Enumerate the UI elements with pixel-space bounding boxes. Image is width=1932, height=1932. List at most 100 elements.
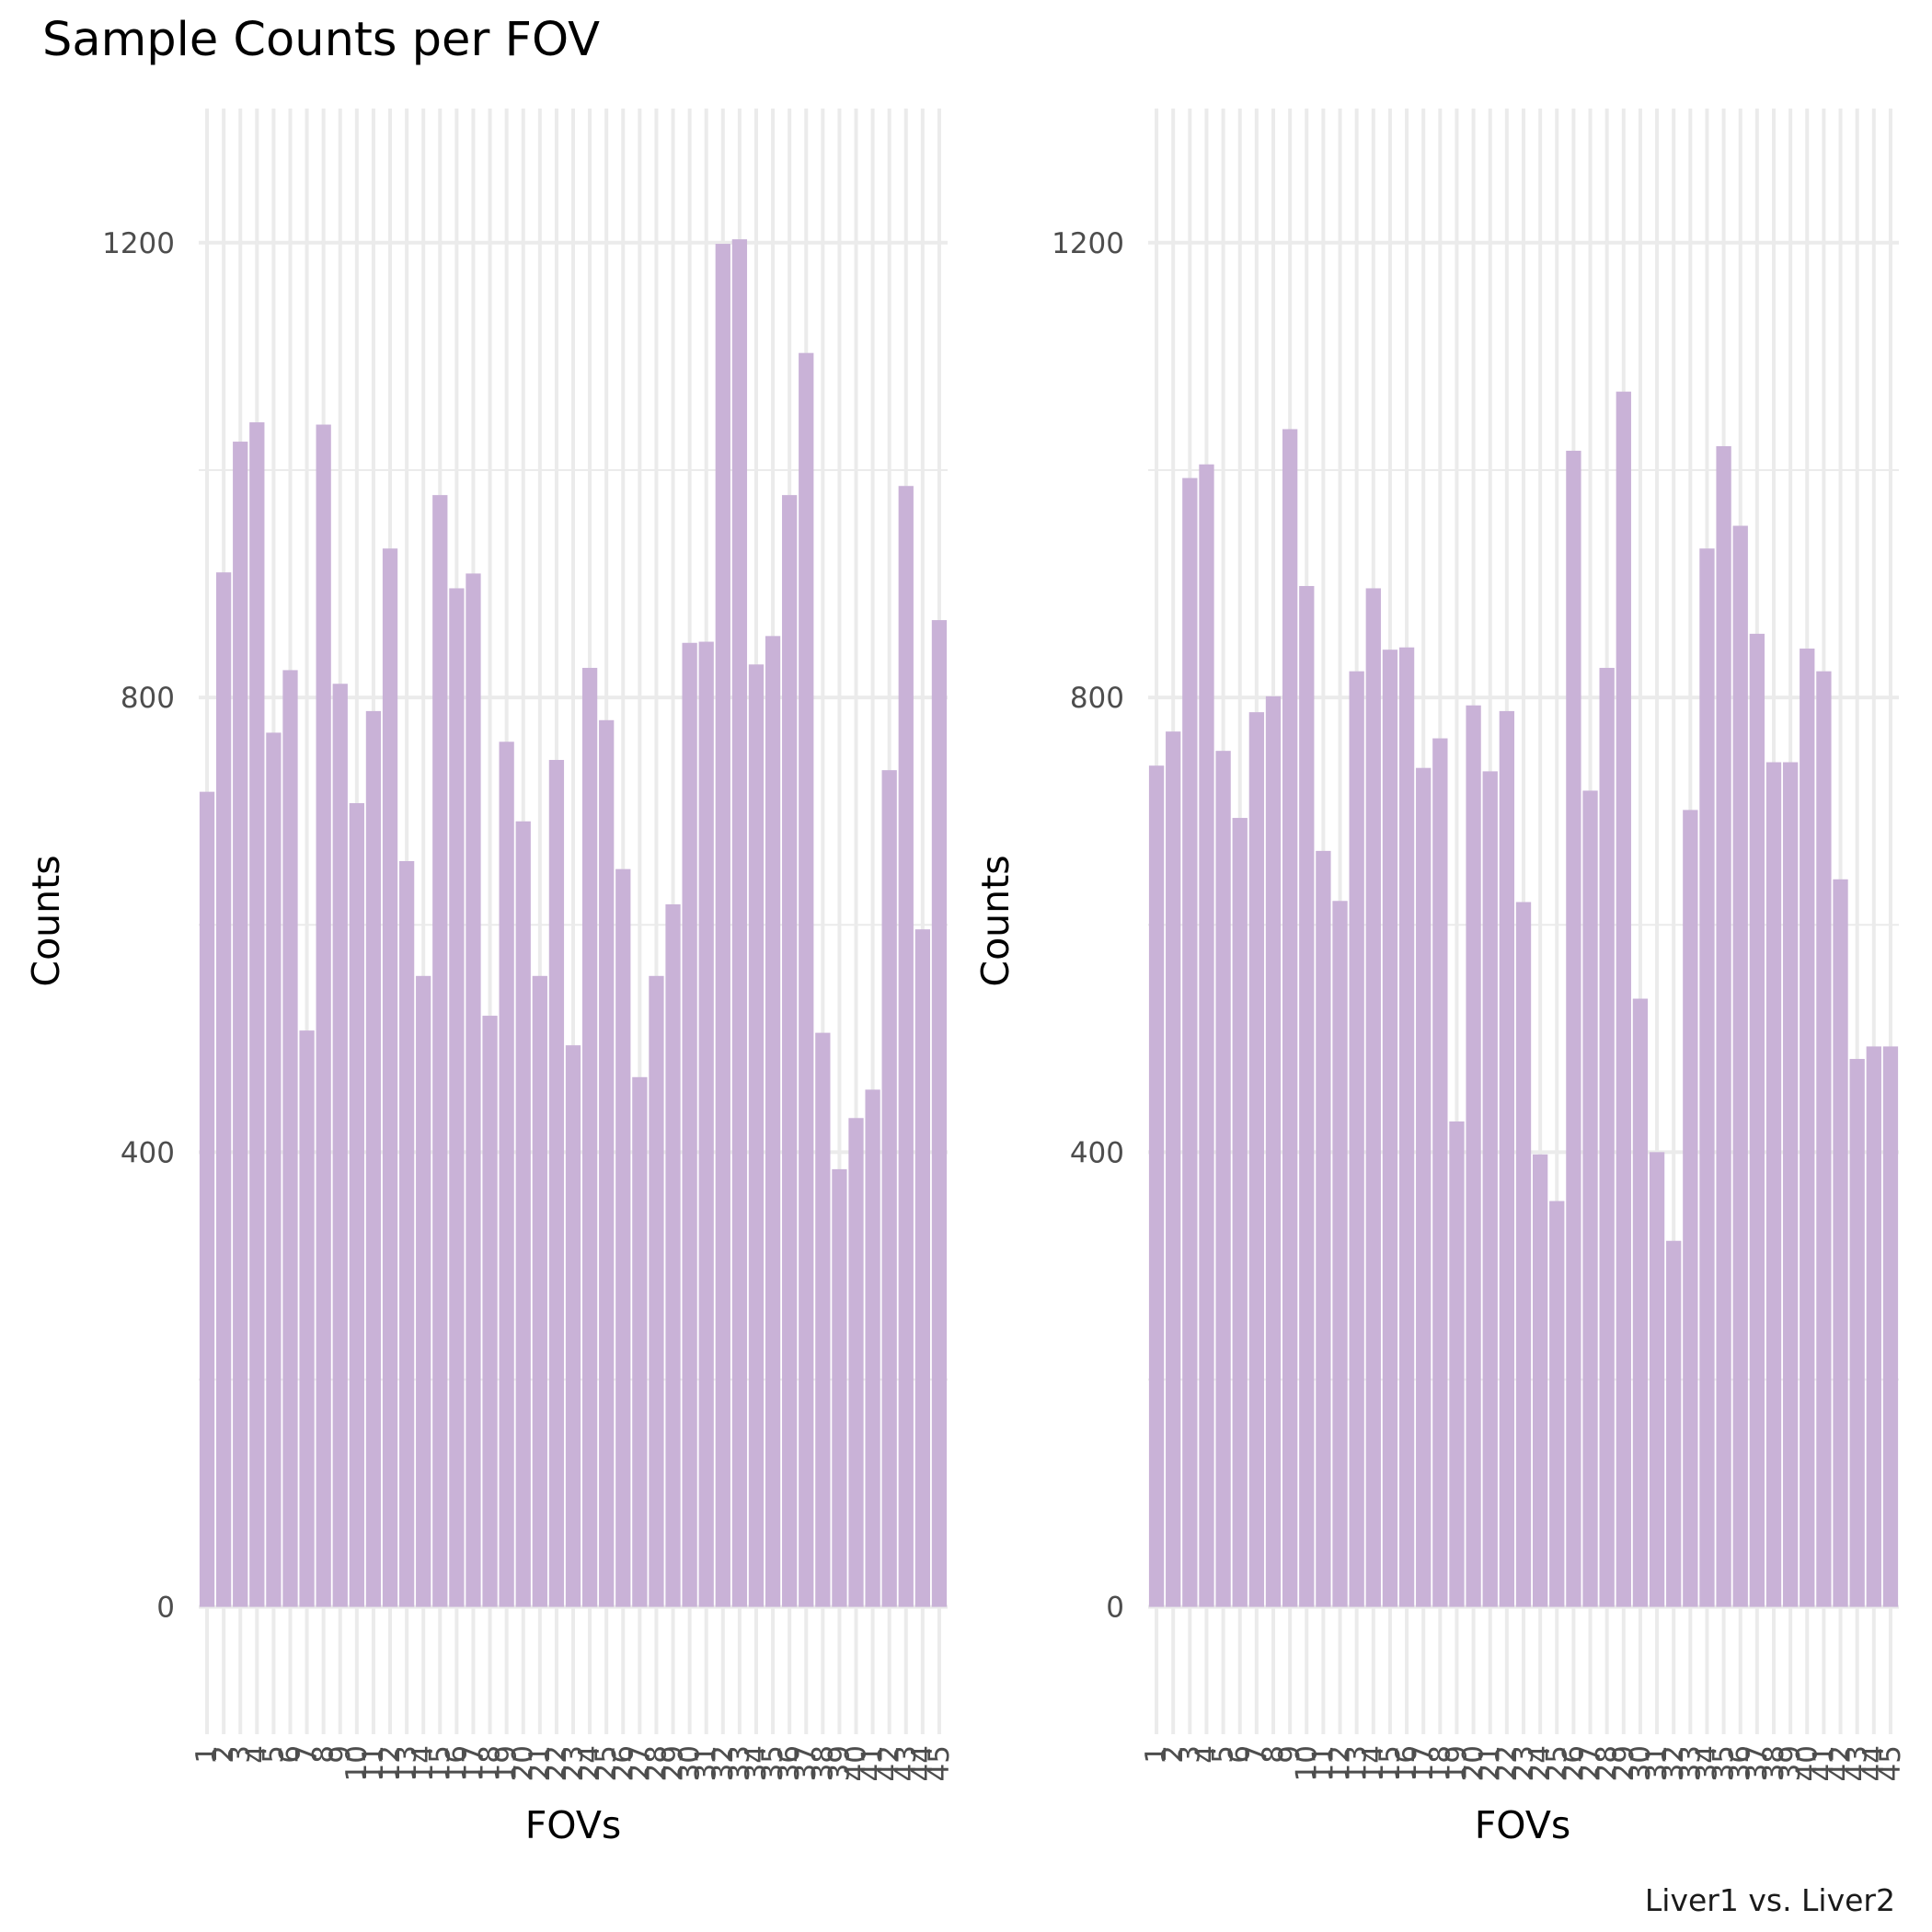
x-tick-label: 17 bbox=[456, 1745, 489, 1781]
x-tick-label: 18 bbox=[474, 1745, 507, 1781]
y-tick-label: 0 bbox=[1106, 1592, 1124, 1625]
bar bbox=[1215, 751, 1231, 1607]
x-tick-label: 26 bbox=[1557, 1745, 1590, 1781]
panel-liver1: 0400800120012345678910111213141516171819… bbox=[24, 109, 956, 1847]
x-tick-label: 7 bbox=[1240, 1745, 1273, 1764]
x-tick-label: 5 bbox=[1207, 1745, 1240, 1764]
x-tick-label: 10 bbox=[1290, 1745, 1323, 1781]
bar bbox=[581, 667, 598, 1607]
x-tick-label: 22 bbox=[540, 1745, 573, 1781]
bar bbox=[782, 495, 798, 1607]
x-tick-label: 42 bbox=[1824, 1745, 1857, 1781]
x-tick-label: 2 bbox=[1156, 1745, 1190, 1764]
bar bbox=[1332, 901, 1348, 1607]
x-axis-label: FOVs bbox=[1475, 1803, 1571, 1847]
bar bbox=[432, 495, 448, 1607]
bar bbox=[466, 573, 481, 1607]
x-tick-label: 16 bbox=[1390, 1745, 1423, 1781]
bar bbox=[1398, 647, 1415, 1607]
bar bbox=[698, 641, 714, 1607]
bar bbox=[1316, 850, 1331, 1607]
x-tick-label: 9 bbox=[1273, 1745, 1306, 1764]
x-tick-label: 12 bbox=[1324, 1745, 1357, 1781]
x-tick-label: 32 bbox=[1657, 1745, 1690, 1781]
x-tick-label: 25 bbox=[590, 1745, 623, 1781]
y-tick-label: 400 bbox=[1070, 1136, 1124, 1169]
x-tick-label: 40 bbox=[840, 1745, 873, 1781]
bar bbox=[282, 670, 298, 1607]
bar bbox=[249, 422, 265, 1607]
bar bbox=[914, 929, 931, 1607]
x-tick-label: 23 bbox=[557, 1745, 590, 1781]
bar bbox=[349, 802, 364, 1607]
panel-liver2: 0400800120012345678910111213141516171819… bbox=[973, 109, 1907, 1847]
x-axis-label: FOVs bbox=[525, 1803, 622, 1847]
bar bbox=[1432, 738, 1448, 1607]
bar bbox=[449, 588, 465, 1607]
x-tick-label: 8 bbox=[1257, 1745, 1290, 1764]
bar bbox=[1166, 731, 1181, 1607]
y-tick-label: 400 bbox=[121, 1136, 175, 1169]
bar bbox=[1699, 548, 1715, 1607]
bar bbox=[499, 742, 514, 1607]
bar bbox=[1882, 1046, 1899, 1607]
chart-caption: Liver1 vs. Liver2 bbox=[1644, 1882, 1895, 1918]
x-tick-label: 15 bbox=[1374, 1745, 1407, 1781]
x-tick-label: 24 bbox=[1524, 1745, 1557, 1781]
chart-title: Sample Counts per FOV bbox=[42, 13, 601, 67]
x-tick-label: 28 bbox=[1591, 1745, 1624, 1781]
x-tick-label: 1 bbox=[1140, 1745, 1173, 1764]
x-tick-label: 15 bbox=[423, 1745, 456, 1781]
bar bbox=[682, 642, 697, 1607]
bar bbox=[299, 1030, 315, 1607]
bar bbox=[649, 975, 664, 1607]
bar bbox=[1782, 762, 1799, 1607]
bar bbox=[1683, 810, 1698, 1607]
y-tick-label: 0 bbox=[156, 1592, 175, 1625]
bar bbox=[1282, 429, 1298, 1607]
x-tick-label: 27 bbox=[623, 1745, 656, 1781]
bar bbox=[1265, 696, 1282, 1607]
bar bbox=[815, 1032, 831, 1607]
bar bbox=[548, 760, 565, 1607]
bar bbox=[1532, 1154, 1548, 1607]
bar bbox=[1582, 790, 1598, 1607]
x-tick-label: 24 bbox=[573, 1745, 606, 1781]
bar bbox=[482, 1016, 498, 1607]
bar bbox=[799, 352, 814, 1607]
bar bbox=[382, 548, 398, 1607]
x-tick-label: 1 bbox=[190, 1745, 224, 1764]
bar bbox=[233, 442, 248, 1607]
x-tick-label: 36 bbox=[1724, 1745, 1757, 1781]
x-tick-label: 20 bbox=[507, 1745, 540, 1781]
x-tick-label: 17 bbox=[1407, 1745, 1440, 1781]
bar bbox=[1666, 1240, 1682, 1607]
x-tick-label: 32 bbox=[707, 1745, 740, 1781]
y-tick-label: 800 bbox=[1070, 682, 1124, 715]
x-tick-label: 28 bbox=[639, 1745, 673, 1781]
bar bbox=[615, 868, 631, 1607]
bar bbox=[731, 239, 748, 1607]
x-tick-label: 6 bbox=[273, 1745, 306, 1764]
bar bbox=[848, 1118, 864, 1607]
x-tick-label: 41 bbox=[857, 1745, 890, 1781]
x-tick-label: 36 bbox=[773, 1745, 806, 1781]
x-tick-label: 20 bbox=[1457, 1745, 1490, 1781]
x-tick-label: 16 bbox=[440, 1745, 473, 1781]
bar bbox=[1549, 1201, 1565, 1607]
y-tick-label: 1200 bbox=[102, 227, 175, 260]
bar bbox=[1182, 477, 1198, 1607]
x-tick-label: 19 bbox=[1440, 1745, 1473, 1781]
bar bbox=[1232, 818, 1248, 1607]
y-axis-label: Counts bbox=[973, 855, 1018, 986]
x-tick-label: 38 bbox=[806, 1745, 839, 1781]
x-tick-label: 39 bbox=[1774, 1745, 1807, 1781]
bar bbox=[1449, 1121, 1465, 1607]
x-tick-label: 7 bbox=[291, 1745, 324, 1764]
bar bbox=[665, 903, 681, 1607]
bar bbox=[1499, 710, 1515, 1607]
bar bbox=[931, 620, 948, 1607]
x-tick-label: 31 bbox=[1640, 1745, 1673, 1781]
x-tick-label: 11 bbox=[357, 1745, 390, 1781]
x-tick-label: 21 bbox=[1474, 1745, 1507, 1781]
